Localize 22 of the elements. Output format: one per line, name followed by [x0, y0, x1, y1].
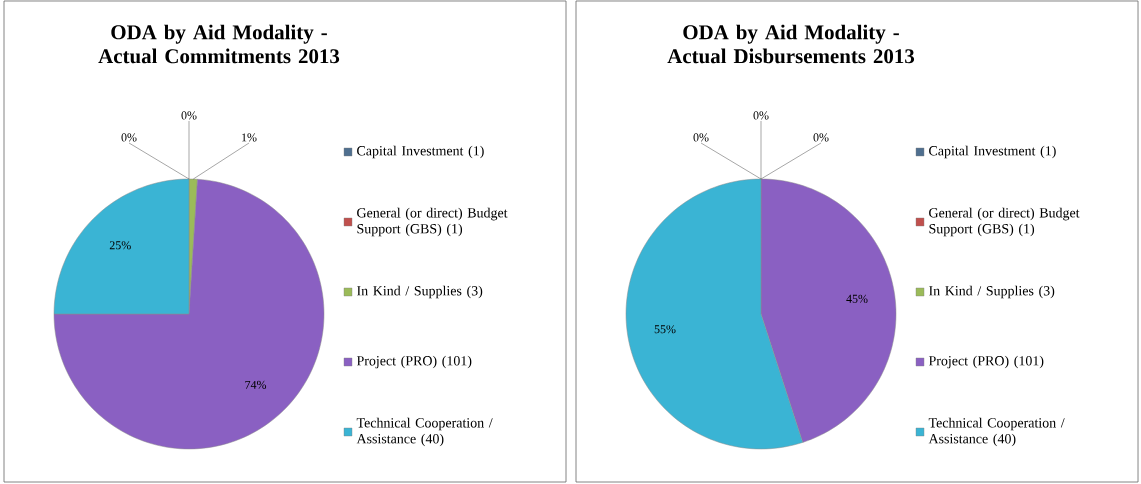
legend-label: General (or direct) Budget Support (GBS) (1)	[357, 207, 508, 237]
text: 0%	[753, 111, 769, 120]
legend-label: Project (PRO) (101)	[928, 355, 1044, 369]
legend-label: Technical Cooperation / Assistance (40)	[356, 417, 493, 447]
data-label: 25%	[109, 241, 131, 250]
text: 0%	[693, 133, 709, 142]
legend-label: Capital Investment (1)	[357, 145, 484, 159]
data-label: 1%	[242, 133, 257, 142]
legend-label: Technical Cooperation / Assistance (40)	[928, 417, 1065, 447]
chart-title: ODA by Aid Modality - Actual Disbursements 2013	[667, 24, 915, 64]
data-label: 55%	[654, 325, 676, 334]
legend-label: In Kind / Supplies (3)	[357, 285, 483, 299]
legend-label: Capital Investment (1)	[929, 145, 1056, 159]
data-label: 45%	[846, 294, 868, 303]
data-label: 74%	[245, 380, 267, 389]
legend-label: In Kind / Supplies (3)	[929, 285, 1055, 299]
legend-label: General (or direct) Budget Support (GBS) (1)	[929, 207, 1080, 237]
legend-label: Project (PRO) (101)	[356, 355, 472, 369]
chart-title: ODA by Aid Modality - Actual Commitments 2013	[98, 24, 340, 64]
text: 0%	[121, 133, 137, 142]
text: 0%	[181, 111, 197, 120]
text: 0%	[813, 133, 829, 142]
